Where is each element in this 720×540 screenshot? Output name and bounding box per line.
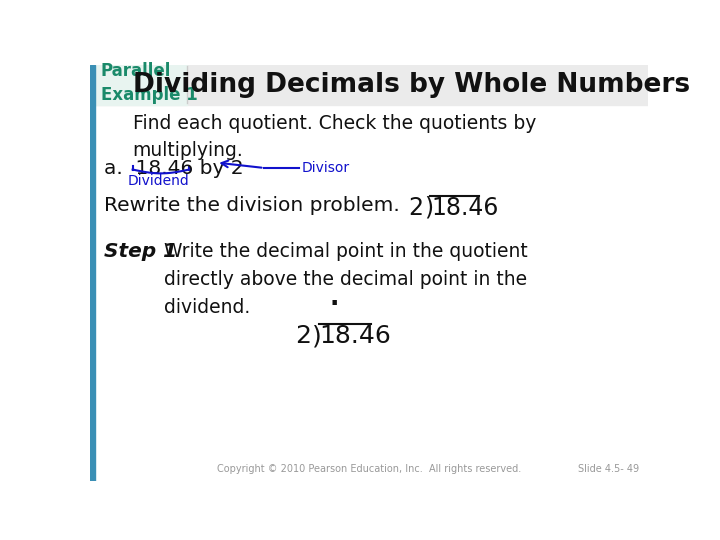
Text: Slide 4.5- 49: Slide 4.5- 49 [577,464,639,474]
Text: 2: 2 [295,325,311,348]
Bar [90,65,96,481]
Text: .: . [330,286,339,310]
Text: Dividing Decimals by Whole Numbers: Dividing Decimals by Whole Numbers [133,72,690,98]
Text: 2: 2 [408,195,423,220]
Text: Dividend: Dividend [127,174,189,188]
Text: Write the decimal point in the quotient
directly above the decimal point in the
: Write the decimal point in the quotient … [163,242,527,317]
Text: 18.46: 18.46 [431,195,498,220]
Text: Divisor: Divisor [302,161,350,175]
Text: Rewrite the division problem.: Rewrite the division problem. [104,195,400,215]
Text: 18.46: 18.46 [320,325,391,348]
Text: Parallel
Example 1: Parallel Example 1 [101,63,197,104]
Bar [96,65,187,105]
Bar [96,65,648,105]
Text: ): ) [424,195,433,220]
Text: a.  18.46 by 2: a. 18.46 by 2 [104,159,243,178]
Text: Copyright © 2010 Pearson Education, Inc.  All rights reserved.: Copyright © 2010 Pearson Education, Inc.… [217,464,521,474]
Text: Find each quotient. Check the quotients by
multiplying.: Find each quotient. Check the quotients … [132,114,536,160]
Text: Step 1: Step 1 [104,242,177,261]
Text: ): ) [312,325,321,348]
